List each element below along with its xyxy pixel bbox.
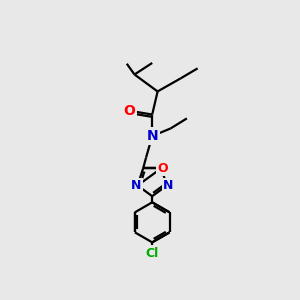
Text: O: O [158, 162, 168, 175]
Text: N: N [131, 179, 141, 192]
Text: Cl: Cl [146, 247, 159, 260]
Text: N: N [163, 179, 174, 192]
Text: N: N [146, 129, 158, 143]
Text: O: O [123, 104, 135, 118]
